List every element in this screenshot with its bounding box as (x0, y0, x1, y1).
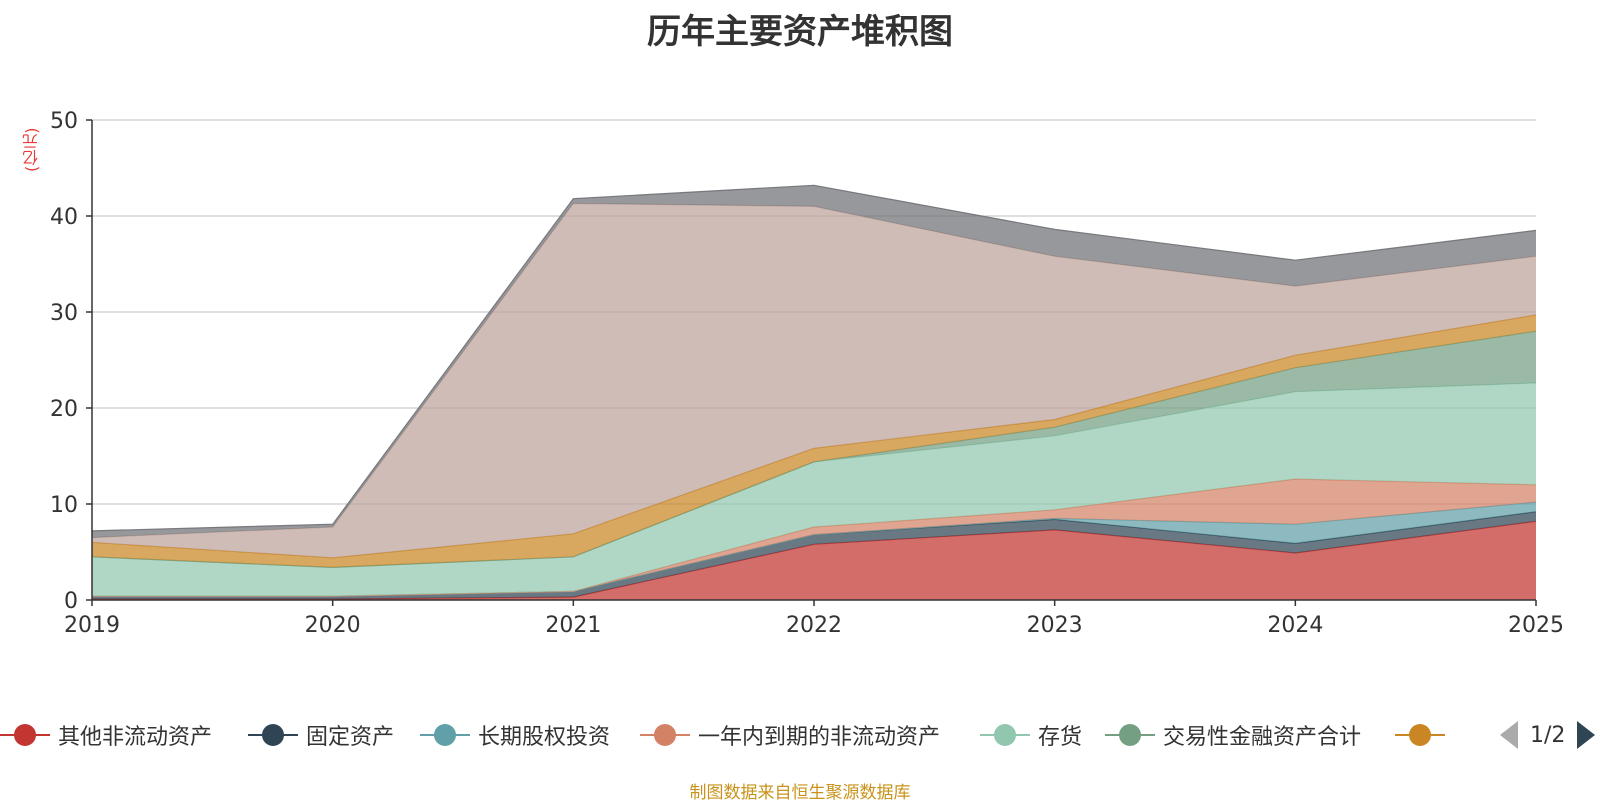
chart-title: 历年主要资产堆积图 (647, 12, 953, 52)
legend-label: 一年内到期的非流动资产 (698, 725, 941, 750)
legend: 其他非流动资产 固定资产 长期股权投资 一年内到期的非流动资产 存货 (0, 715, 1600, 755)
x-tick-label: 2021 (545, 613, 601, 638)
legend-pager: 1/2 (1500, 715, 1596, 755)
legend-item-trading-financial-assets[interactable]: 交易性金融资产合计 (1105, 715, 1361, 755)
legend-item-cutoff[interactable] (1395, 715, 1453, 755)
y-tick-label: 0 (64, 589, 78, 614)
area-series-3 (92, 479, 1536, 597)
x-tick-label: 2025 (1508, 613, 1564, 638)
y-tick-label: 30 (50, 301, 78, 326)
y-tick-label: 40 (50, 205, 78, 230)
pager-next-icon[interactable] (1577, 721, 1596, 749)
stacked-area-chart: 0 10 20 30 40 50 2019 2020 2021 2022 2023 2024 2025 (50, 109, 1564, 638)
legend-label: 交易性金融资产合计 (1163, 725, 1362, 750)
x-tick-label: 2023 (1027, 613, 1083, 638)
legend-label: 长期股权投资 (478, 725, 611, 750)
legend-marker-icon (420, 723, 470, 747)
x-tick-label: 2019 (64, 613, 120, 638)
area-series-1 (92, 511, 1536, 599)
area-series-7 (92, 203, 1536, 558)
legend-dot (654, 724, 676, 746)
area-series-2 (92, 502, 1536, 597)
legend-marker-icon (0, 723, 50, 747)
pager-prev-icon[interactable] (1500, 721, 1518, 749)
area-series-5 (92, 331, 1536, 568)
legend-dot (434, 724, 456, 746)
legend-label: 其他非流动资产 (58, 725, 213, 750)
legend-label: 固定资产 (306, 725, 395, 750)
legend-marker-icon (1105, 723, 1155, 747)
area-series-edge-8 (91, 184, 1537, 532)
pager-page-indicator: 1/2 (1530, 722, 1566, 748)
legend-dot (1119, 724, 1141, 746)
area-series-4 (92, 383, 1536, 597)
legend-dot (1409, 724, 1431, 746)
legend-item-current-portion-noncurrent[interactable]: 一年内到期的非流动资产 (640, 715, 940, 755)
legend-item-fixed-assets[interactable]: 固定资产 (248, 715, 394, 755)
legend-marker-icon (1395, 723, 1445, 747)
legend-marker-icon (248, 723, 298, 747)
area-series-6 (92, 314, 1536, 568)
y-tick-label: 50 (50, 109, 78, 134)
legend-item-long-term-equity[interactable]: 长期股权投资 (420, 715, 610, 755)
x-tick-label: 2024 (1267, 613, 1323, 638)
legend-dot (262, 724, 284, 746)
legend-label: 存货 (1038, 725, 1083, 750)
x-tick-label: 2020 (305, 613, 361, 638)
y-tick-label: 10 (50, 493, 78, 518)
legend-item-inventory[interactable]: 存货 (980, 715, 1082, 755)
legend-item-other-noncurrent-assets[interactable]: 其他非流动资产 (0, 715, 212, 755)
legend-dot (994, 724, 1016, 746)
legend-marker-icon (640, 723, 690, 747)
area-series-0 (92, 521, 1536, 600)
legend-marker-icon (980, 723, 1030, 747)
legend-dot (14, 724, 36, 746)
x-tick-label: 2022 (786, 613, 842, 638)
y-tick-label: 20 (50, 397, 78, 422)
data-source-footer: 制图数据来自恒生聚源数据库 (689, 783, 911, 803)
